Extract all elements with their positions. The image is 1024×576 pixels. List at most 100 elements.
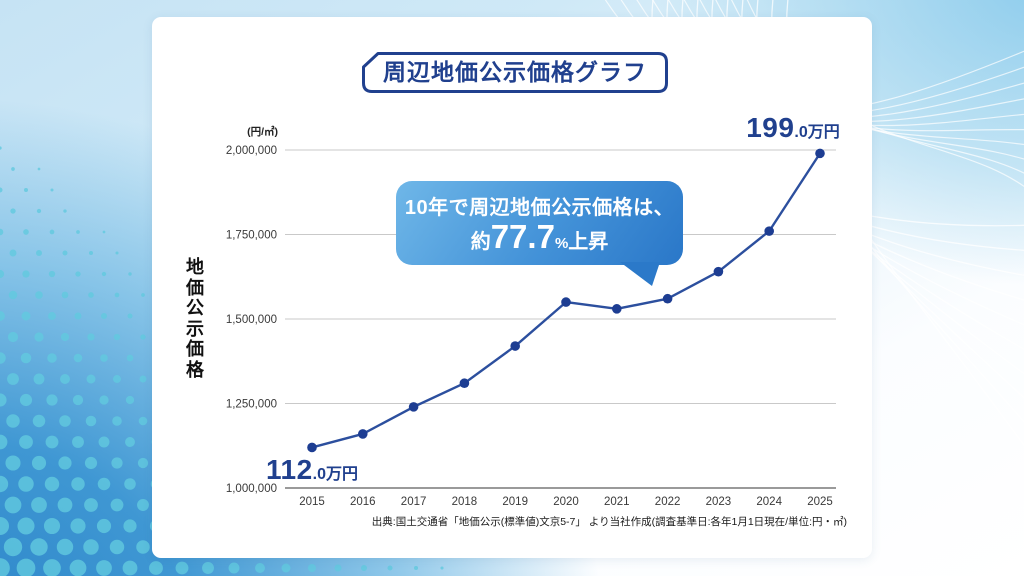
halftone-dot [413, 565, 419, 571]
halftone-dot [23, 187, 29, 193]
halftone-dot [139, 375, 147, 383]
halftone-dot [63, 209, 67, 213]
halftone-dot [4, 496, 22, 514]
x-tick-label: 2024 [756, 496, 782, 508]
halftone-dot [56, 538, 74, 556]
halftone-dot [43, 559, 61, 576]
content-card: 周辺地価公示価格グラフ (円/㎡) 地価公示価格 2,000,000 1,750,… [152, 17, 872, 558]
halftone-dot [48, 312, 56, 320]
halftone-dot [0, 475, 9, 493]
x-tick-label: 2016 [350, 496, 376, 508]
x-tick-label: 2021 [604, 496, 630, 508]
halftone-dot [334, 564, 342, 572]
x-tick-label: 2015 [299, 496, 325, 508]
callout-line1: 10年で周辺地価公示価格は、 [404, 196, 675, 219]
halftone-dot [10, 208, 16, 214]
halftone-dot [125, 395, 135, 405]
start-value-big: 112 [265, 454, 313, 485]
halftone-dot [49, 229, 55, 235]
halftone-dot [255, 563, 265, 573]
halftone-dot [125, 437, 135, 447]
y-axis-title: 地価公示価格 [186, 257, 204, 380]
halftone-dot [32, 414, 46, 428]
halftone-dot [360, 564, 368, 572]
halftone-dot [113, 375, 121, 383]
halftone-dot [85, 415, 97, 427]
halftone-dot [123, 519, 137, 533]
source-note: 出典:国土交通省「地価公示(標準値)文京5-7」 より当社作成(調査基準日:各年… [371, 516, 847, 528]
halftone-dot [96, 518, 112, 534]
x-tick-label: 2022 [655, 496, 681, 508]
halftone-dot [69, 559, 87, 576]
halftone-dot [101, 313, 107, 319]
halftone-dot [46, 394, 58, 406]
halftone-dot [35, 291, 43, 299]
halftone-dot [36, 250, 42, 256]
halftone-dot [109, 539, 125, 555]
halftone-dot [60, 374, 70, 384]
start-value-label: 112.0万円 [242, 454, 382, 486]
halftone-dot [149, 561, 163, 575]
halftone-dot [57, 497, 73, 513]
halftone-dot [6, 414, 20, 428]
halftone-dot [70, 518, 86, 534]
halftone-dot [58, 456, 72, 470]
y-tick-label: 1,000,000 [226, 483, 277, 495]
halftone-dot [62, 250, 68, 256]
data-point [358, 429, 368, 439]
halftone-dot [72, 394, 84, 406]
end-value-small: .0万円 [794, 124, 840, 141]
halftone-dot [113, 333, 121, 341]
halftone-dot [111, 457, 123, 469]
x-tick-label: 2018 [452, 496, 478, 508]
callout-percent: 77.7 [490, 217, 555, 255]
halftone-dot [122, 560, 138, 576]
halftone-dot [76, 230, 80, 234]
halftone-dot [128, 272, 132, 276]
data-point [510, 341, 520, 351]
data-point [307, 442, 317, 453]
halftone-dot [5, 455, 21, 471]
callout-line2: 約77.7%上昇 [471, 218, 609, 256]
halftone-dot [36, 208, 42, 214]
halftone-dot [8, 290, 18, 300]
y-tick-label: 1,500,000 [226, 314, 277, 326]
halftone-dot [0, 352, 6, 364]
halftone-dot [102, 230, 106, 234]
halftone-dot [101, 271, 107, 277]
callout-bubble: 10年で周辺地価公示価格は、 約77.7%上昇 [396, 181, 683, 286]
halftone-dot [0, 558, 10, 576]
halftone-dot [19, 435, 33, 449]
halftone-dot [0, 393, 7, 407]
halftone-dot [44, 476, 60, 492]
end-value-big: 199 [746, 112, 795, 143]
halftone-dot [100, 354, 108, 362]
halftone-dot [97, 477, 111, 491]
data-point [612, 304, 622, 314]
halftone-dot [84, 498, 98, 512]
halftone-dot [43, 517, 61, 535]
halftone-dot [0, 187, 3, 193]
halftone-dot [59, 415, 71, 427]
halftone-dot [308, 564, 316, 572]
halftone-dot [72, 436, 84, 448]
halftone-dot [112, 416, 122, 426]
halftone-dot [141, 293, 145, 297]
halftone-dot [114, 292, 120, 298]
halftone-dot [99, 395, 109, 405]
halftone-dot [22, 270, 30, 278]
halftone-dot [47, 353, 57, 363]
end-value-label: 199.0万円 [723, 112, 863, 144]
halftone-dot [17, 517, 35, 535]
halftone-dot [18, 476, 34, 492]
halftone-dot [175, 561, 189, 575]
data-point [408, 402, 419, 412]
x-tick-label: 2025 [807, 496, 833, 508]
halftone-dot [75, 271, 81, 277]
halftone-dot [387, 565, 393, 571]
halftone-dot [98, 436, 110, 448]
halftone-dot [20, 352, 32, 364]
data-point [713, 266, 724, 277]
halftone-dot [0, 434, 8, 450]
